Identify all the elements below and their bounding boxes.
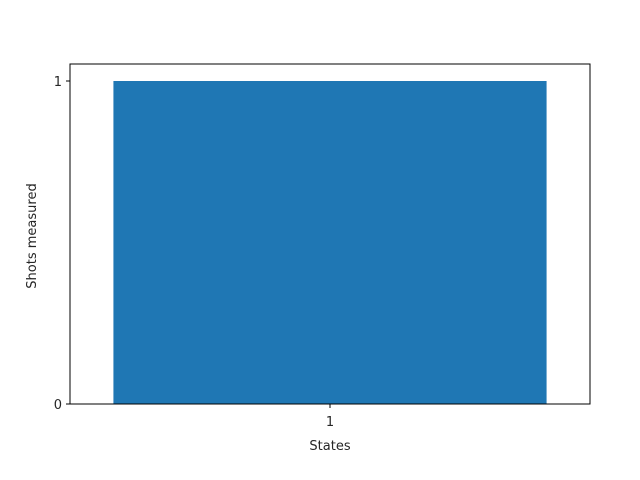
bar-1 — [113, 81, 547, 404]
y-tick-label: 0 — [54, 398, 62, 413]
bars-layer — [113, 81, 547, 404]
y-ticks: 01 — [54, 75, 70, 413]
x-axis-label: States — [309, 439, 350, 454]
x-ticks: 1 — [326, 404, 334, 430]
y-tick-label: 1 — [54, 75, 62, 90]
y-axis-label: Shots measured — [25, 183, 40, 288]
x-tick-label: 1 — [326, 415, 334, 430]
